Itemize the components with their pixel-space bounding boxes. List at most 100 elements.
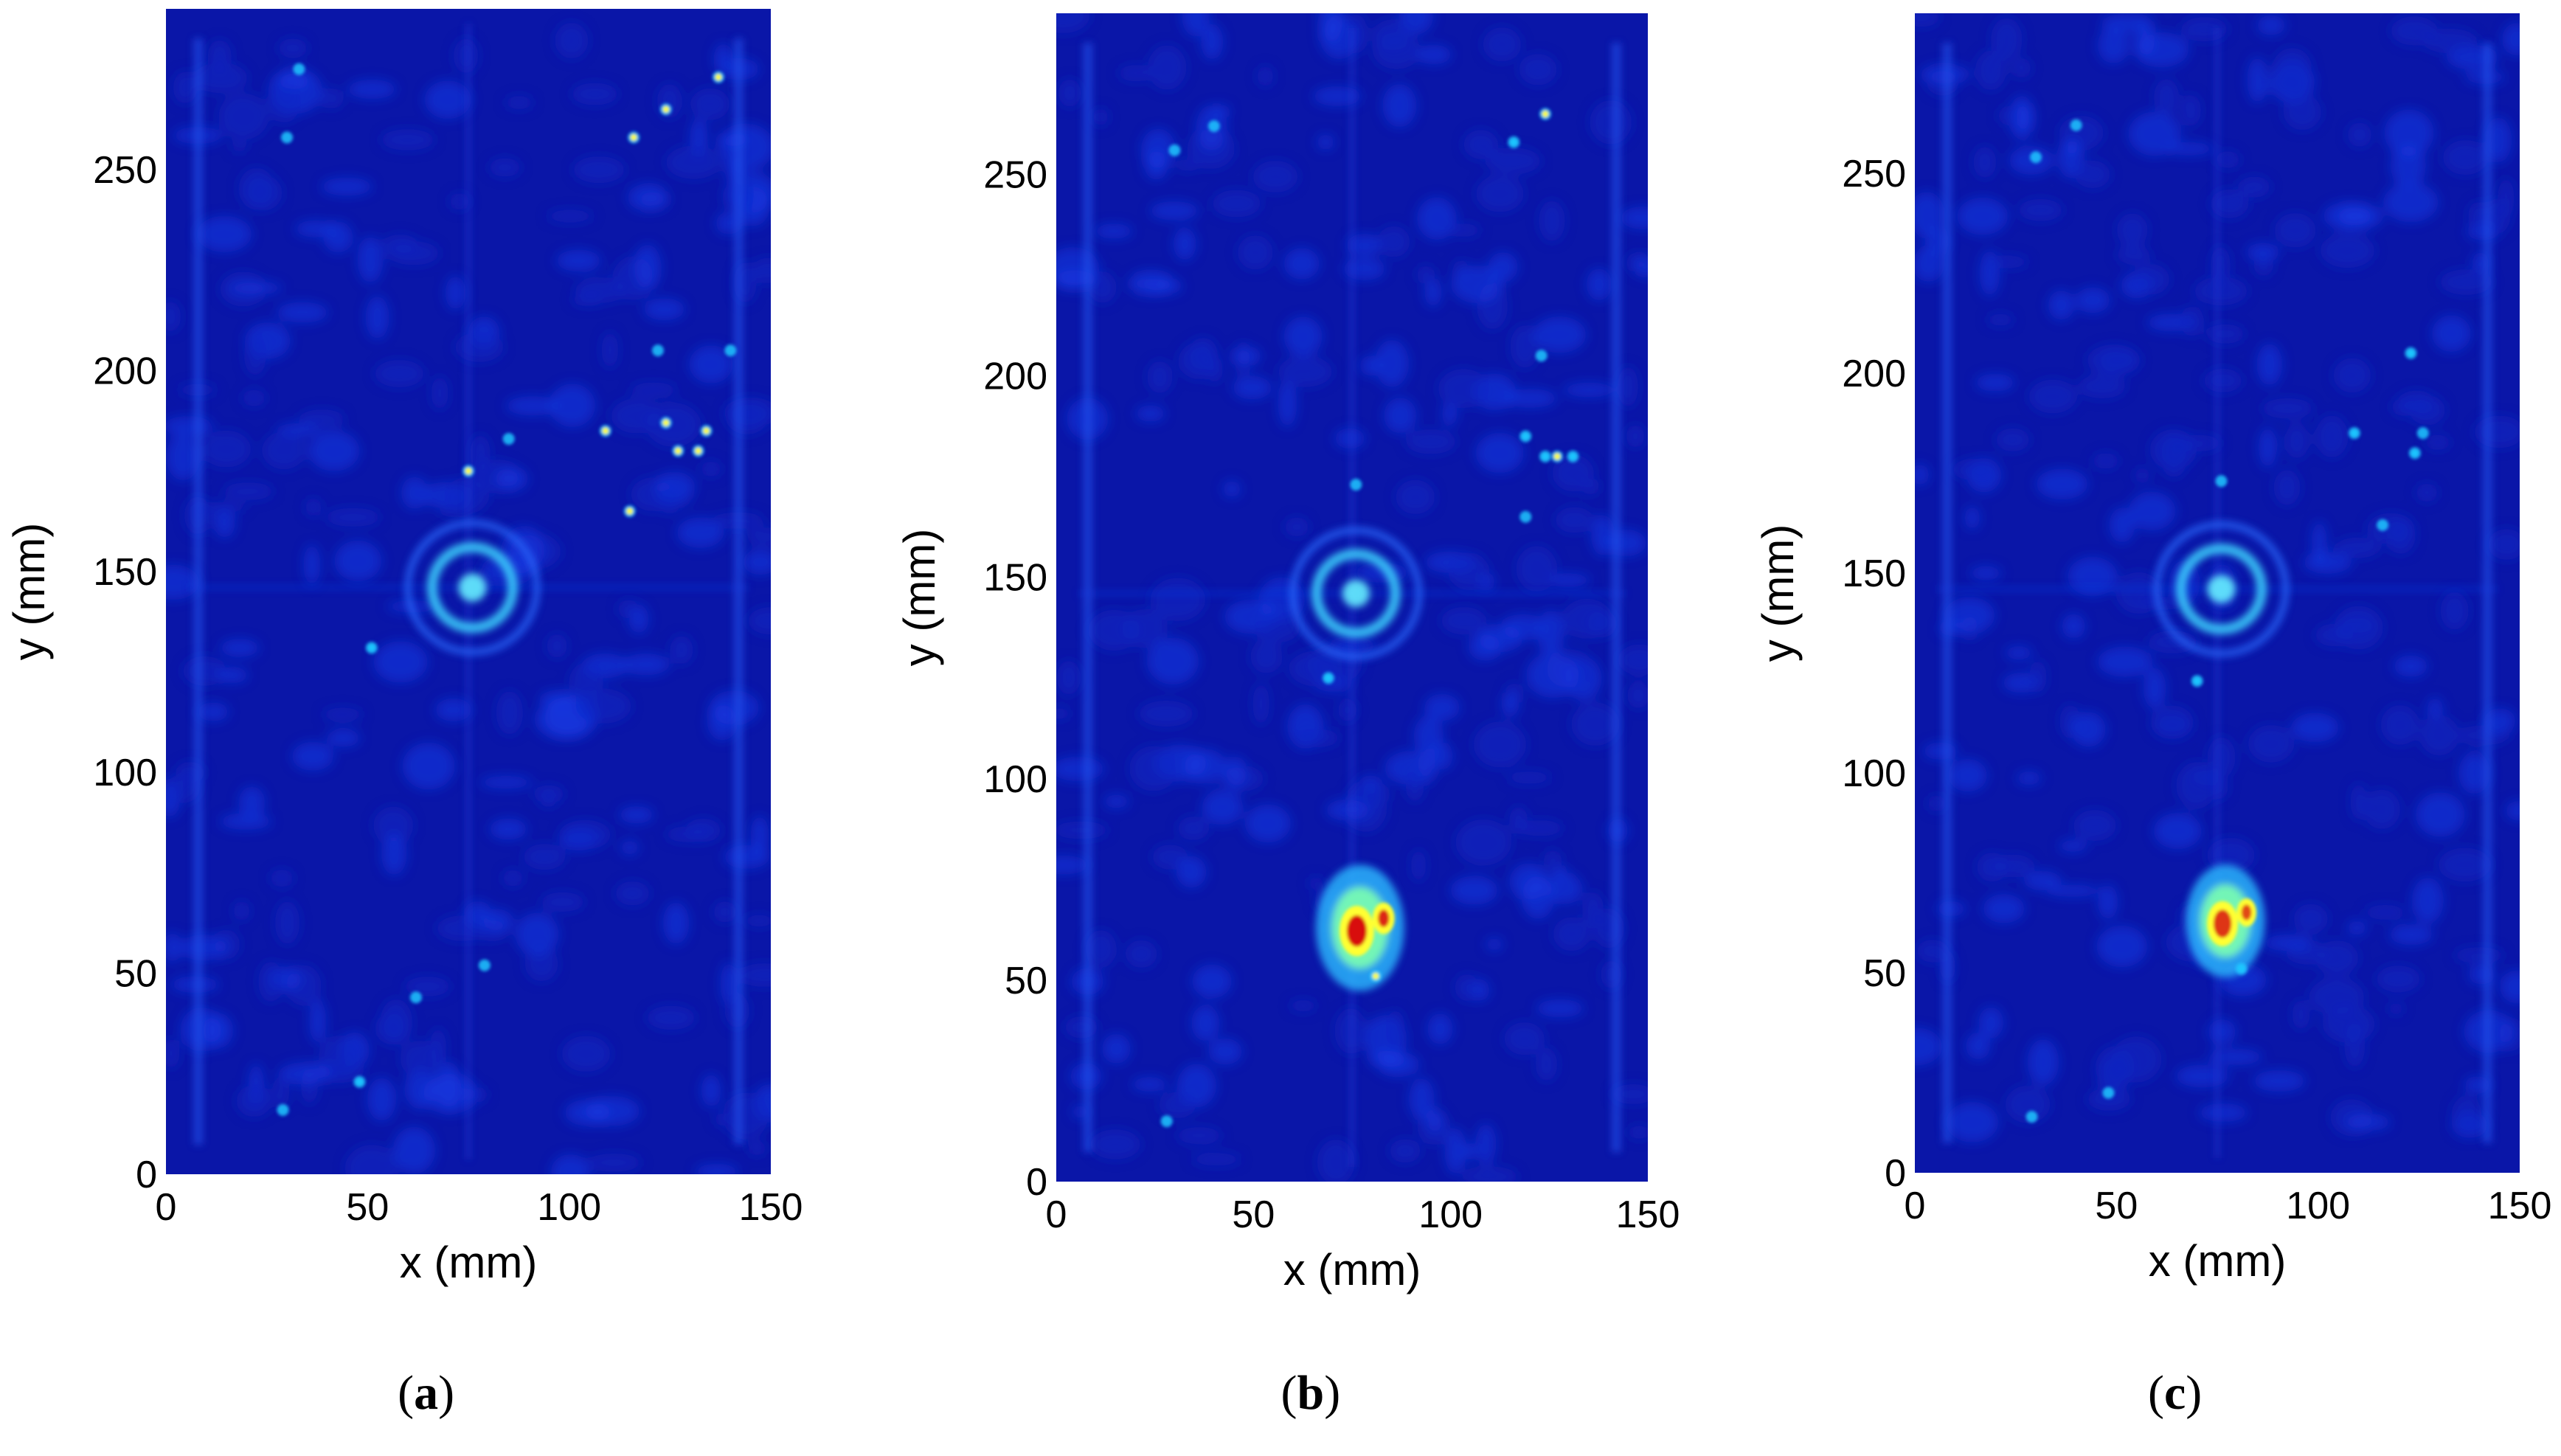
texture-blotch: [2180, 305, 2204, 337]
heatmap-spot: [1322, 672, 1334, 684]
texture-blotch: [724, 845, 770, 869]
texture-blotch: [2147, 630, 2198, 654]
y-tick-label: 50: [114, 953, 157, 996]
texture-blotch: [2453, 947, 2505, 964]
texture-blotch: [1149, 201, 1199, 221]
texture-blotch: [1519, 53, 1557, 86]
heatmap-spot: [409, 991, 422, 1004]
heatmap-spot: [281, 131, 293, 144]
heatmap-area: [166, 9, 771, 1174]
y-tick-label: 100: [983, 758, 1047, 801]
texture-blotch: [2320, 232, 2375, 268]
texture-blotch: [219, 813, 272, 830]
heatmap-texture: [1915, 13, 2520, 1158]
texture-blotch: [2380, 704, 2419, 746]
heatmap-spot: [1508, 136, 1520, 148]
texture-blotch: [2011, 58, 2031, 79]
texture-blotch: [1475, 433, 1524, 474]
texture-blotch: [166, 1038, 180, 1070]
texture-blotch: [446, 275, 466, 311]
texture-blotch: [1536, 999, 1584, 1017]
texture-blotch: [2164, 142, 2214, 156]
texture-blotch: [1506, 771, 1553, 784]
heatmap-spot: [2377, 519, 2389, 531]
texture-blotch: [670, 635, 693, 665]
texture-blotch: [1444, 1128, 1466, 1174]
texture-blotch: [1382, 83, 1417, 128]
heatmap-spots: [1160, 108, 1579, 1128]
texture-blotch: [321, 178, 373, 195]
texture-blotch: [367, 1078, 396, 1121]
texture-blotch: [2140, 597, 2185, 610]
heatmap-spot: [2030, 151, 2042, 164]
texture-blotch: [223, 482, 274, 501]
heatmap-spot: [628, 131, 640, 144]
heatmap-spot: [1350, 479, 1362, 491]
texture-blotch: [2253, 1070, 2306, 1092]
texture-blotch: [1957, 198, 2009, 235]
texture-blotch: [2416, 483, 2439, 502]
texture-blotch: [2427, 697, 2443, 720]
heatmap-spots: [2025, 119, 2429, 1123]
texture-blotch: [1552, 865, 1567, 880]
heatmap-spot: [700, 425, 713, 437]
texture-blotch: [2109, 507, 2135, 543]
texture-blotch: [1257, 66, 1274, 87]
texture-blotch: [2175, 1064, 2229, 1088]
texture-blotch: [700, 461, 722, 477]
texture-blotch: [308, 431, 360, 471]
texture-blotch: [167, 774, 201, 803]
texture-blotch: [1539, 200, 1565, 242]
texture-blotch: [180, 935, 228, 961]
texture-blotch: [2016, 103, 2033, 133]
texture-blotch: [2338, 617, 2377, 633]
texture-blotch: [1626, 424, 1645, 448]
texture-blotch: [2078, 374, 2127, 399]
texture-blotch: [1313, 86, 1362, 106]
panel-c: 0 50 100 150 0 50 100 150 200 250 x (mm)…: [1753, 13, 2551, 1420]
texture-blotch: [2154, 78, 2180, 116]
texture-blotch: [2096, 926, 2148, 968]
texture-blotch: [1427, 1108, 1444, 1133]
texture-blotch: [2451, 1095, 2482, 1137]
heatmap-spot: [2416, 427, 2429, 440]
defect-cluster: [2186, 864, 2265, 978]
heatmap-spot: [1567, 450, 1579, 462]
texture-blotch: [381, 234, 418, 255]
texture-blotch: [1135, 405, 1165, 422]
texture-blotch: [2199, 1103, 2248, 1122]
texture-blotch: [2070, 712, 2106, 747]
texture-blotch: [1385, 1009, 1405, 1053]
x-tick-label: 0: [156, 1186, 177, 1229]
texture-blotch: [564, 1099, 611, 1126]
texture-blotch: [1244, 804, 1291, 843]
texture-blotch: [1992, 854, 2035, 878]
texture-blotch: [713, 901, 737, 923]
texture-blotch: [2347, 122, 2372, 148]
texture-blotch: [1463, 129, 1499, 159]
y-tick-label: 100: [1842, 752, 1906, 795]
texture-blotch: [586, 1153, 642, 1172]
texture-blotch: [676, 517, 724, 548]
texture-blotch: [2439, 268, 2493, 296]
texture-blotch: [1146, 637, 1199, 684]
texture-blotch: [1284, 517, 1309, 537]
texture-blotch: [2128, 491, 2176, 530]
heatmap-spot: [365, 642, 378, 654]
texture-blotch: [424, 80, 471, 119]
texture-blotch: [665, 145, 722, 179]
texture-blotch: [1377, 226, 1410, 257]
texture-blotch: [1438, 369, 1489, 409]
texture-blotch: [1516, 545, 1558, 592]
texture-blotch: [2256, 15, 2286, 35]
texture-blotch: [2194, 276, 2248, 306]
texture-blotch: [1117, 64, 1154, 82]
heatmap-spot: [462, 465, 474, 477]
texture-blotch: [2075, 287, 2110, 313]
texture-blotch: [2440, 592, 2469, 631]
texture-blotch: [1231, 347, 1261, 366]
texture-blotch: [1427, 1013, 1453, 1045]
texture-blotch: [479, 776, 533, 789]
texture-blotch: [615, 881, 651, 906]
texture-blotch: [166, 433, 200, 481]
